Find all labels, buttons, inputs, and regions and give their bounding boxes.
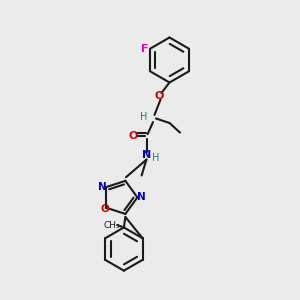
Text: CH₃: CH₃ [103,220,120,230]
Text: N: N [142,150,152,161]
Text: F: F [141,44,148,54]
Text: H: H [152,153,160,163]
Text: N: N [98,182,107,192]
Text: O: O [129,130,138,141]
Text: O: O [100,204,109,214]
Text: N: N [136,192,146,203]
Text: O: O [154,91,164,101]
Text: H: H [140,112,148,122]
